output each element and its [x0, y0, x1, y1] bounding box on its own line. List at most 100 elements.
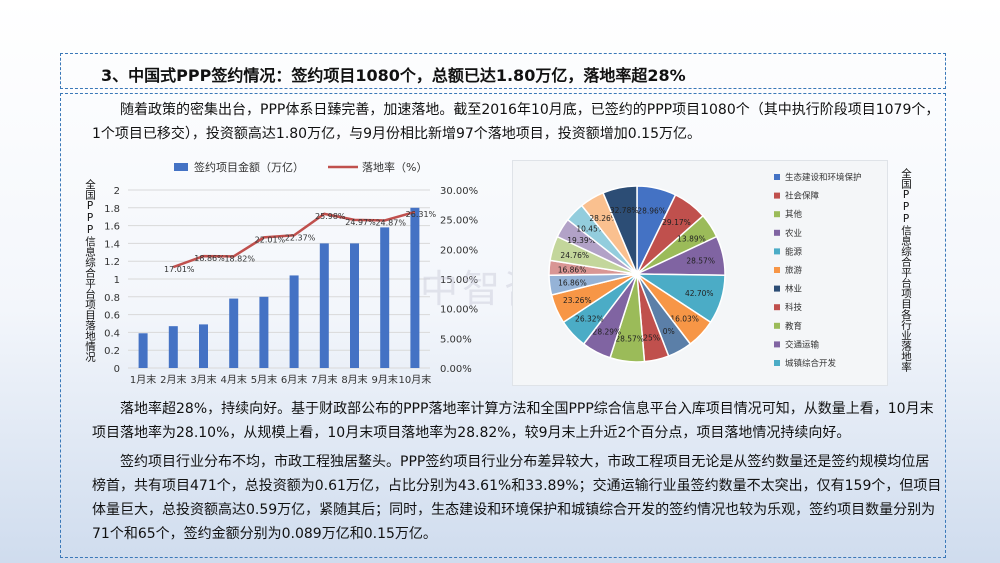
x-tick-label: 9月末: [372, 373, 398, 386]
legend-swatch: [774, 192, 780, 199]
bar: [168, 326, 178, 368]
data-label: 24.97%: [345, 218, 376, 227]
y-left-tick-label: 1.8: [104, 204, 120, 215]
legend-label: 能源: [785, 246, 803, 257]
y-right-tick-label: 20.00%: [440, 245, 478, 256]
bar: [350, 243, 359, 368]
legend-swatch: [774, 322, 780, 329]
paragraph-1: 随着政策的密集出台，PPP体系日臻完善，加速落地。截至2016年10月底，已签约…: [92, 102, 940, 142]
pie-data-label: 24.76%: [560, 251, 589, 260]
y-right-tick-label: 5.00%: [440, 334, 472, 345]
data-label: 22.37%: [285, 233, 316, 242]
pie-data-label: 42.70%: [685, 289, 714, 298]
legend-swatch: [774, 304, 780, 311]
pie-data-label: 29.17%: [662, 218, 691, 227]
legend-swatch: [774, 211, 780, 218]
bar: [229, 298, 239, 368]
pie-data-label: 10.45%: [576, 224, 605, 233]
legend-label: 社会保障: [785, 191, 820, 202]
data-label: 18.82%: [224, 254, 255, 263]
pie-slice: [602, 185, 638, 275]
x-tick-label: 5月末: [251, 373, 277, 386]
x-tick-label: 3月末: [190, 373, 216, 386]
x-tick-label: 4月末: [221, 373, 247, 386]
legend-label: 林业: [785, 284, 802, 295]
data-label: 22.01%: [255, 235, 286, 244]
legend-swatch: [774, 360, 780, 366]
y-left-tick-label: 1.4: [104, 239, 120, 250]
bar: [259, 296, 269, 368]
page-title: 3、中国式PPP签约情况：签约项目1080个，总额已达1.80万亿，落地率超28…: [101, 66, 686, 85]
legend-swatch: [774, 285, 780, 292]
legend-label: 旅游: [785, 265, 803, 276]
data-label: 24.87%: [375, 218, 406, 227]
pie-data-label: 28.57%: [686, 256, 715, 265]
y-left-tick-label: 1: [114, 275, 120, 286]
right-chart-vertical-title: 全国PPP信息综合平台项目各行业落地率: [900, 168, 912, 372]
content-box: [60, 93, 946, 558]
left-chart-vertical-title: 全国PPP信息综合平台项目落地情况: [84, 178, 96, 362]
pie-data-label: 19.39%: [567, 236, 596, 245]
pie-data-label: 0%: [663, 327, 675, 336]
combo-chart: 00.20.40.60.811.21.41.61.820.00%5.00%10.…: [104, 160, 478, 386]
paragraph-3: 签约项目行业分布不均，市政工程独居鳌头。PPP签约项目行业分布差异较大，市政工程…: [92, 454, 942, 542]
bar: [410, 207, 420, 368]
legend-bar-swatch: [174, 163, 188, 171]
legend-label: 其他: [785, 209, 803, 220]
bar: [319, 243, 329, 368]
y-right-tick-label: 30.00%: [440, 186, 478, 197]
legend-label: 城镇综合开发: [785, 358, 837, 369]
legend-label: 科技: [785, 302, 803, 313]
legend-swatch: [774, 267, 780, 273]
y-left-tick-label: 0.2: [104, 346, 120, 357]
y-left-tick-label: 1.6: [104, 222, 120, 233]
pie-data-label: 28.29%: [593, 328, 622, 337]
x-tick-label: 7月末: [311, 373, 337, 386]
y-left-tick-label: 1.2: [104, 257, 120, 268]
line-series: [172, 210, 416, 269]
x-tick-label: 2月末: [160, 373, 186, 386]
y-right-tick-label: 25.00%: [440, 216, 478, 227]
x-tick-label: 6月末: [281, 373, 307, 386]
x-tick-label: 1月末: [130, 373, 156, 386]
y-right-tick-label: 15.00%: [440, 275, 478, 286]
y-left-tick-label: 0.6: [104, 311, 120, 322]
data-label: 25.98%: [315, 212, 346, 221]
pie-data-label: 23.26%: [563, 296, 592, 305]
legend-label: 教育: [785, 321, 802, 332]
legend-label: 农业: [785, 228, 802, 239]
pie-data-label: 28.96%: [637, 207, 666, 216]
pie-chart: 28.96% 29.17% 13.89% 28.57% 42.70% 16.03% 0%25…: [548, 172, 862, 369]
y-right-tick-label: 0.00%: [440, 364, 472, 375]
legend-line-label: 落地率（%）: [362, 160, 427, 174]
pie-data-label: 16.86%: [558, 265, 587, 274]
y-right-tick-label: 10.00%: [440, 305, 478, 316]
y-left-tick-label: 0: [114, 364, 120, 375]
data-label: 26.31%: [406, 210, 437, 219]
legend-label: 交通运输: [785, 339, 820, 350]
pie-data-label: 32.78%: [610, 206, 639, 215]
data-label: 18.86%: [194, 254, 225, 263]
y-left-tick-label: 2: [114, 186, 120, 197]
legend-swatch: [774, 174, 780, 180]
pie-data-label: 16.86%: [558, 278, 587, 287]
pie-data-label: 28.57%: [615, 335, 644, 344]
y-left-tick-label: 0.4: [104, 328, 120, 339]
legend-bar-label: 签约项目金额（万亿）: [194, 160, 304, 174]
bar: [199, 324, 208, 368]
y-left-tick-label: 0.8: [104, 293, 120, 304]
title-box: 3、中国式PPP签约情况：签约项目1080个，总额已达1.80万亿，落地率超28…: [60, 53, 946, 89]
legend-swatch: [774, 341, 780, 348]
pie-data-label: 13.89%: [677, 234, 706, 243]
data-label: 17.01%: [164, 265, 195, 274]
bar: [380, 227, 390, 368]
legend-swatch: [774, 229, 780, 236]
pie-data-label: 16.03%: [670, 314, 699, 323]
legend-swatch: [774, 248, 780, 255]
paragraph-2: 落地率超28%，持续向好。基于财政部公布的PPP落地率计算方法和全国PPP综合信…: [92, 401, 934, 441]
pie-data-label: 25%: [643, 333, 660, 342]
pie-data-label: 28.26%: [589, 214, 618, 223]
pie-data-label: 26.32%: [575, 314, 604, 323]
bar: [138, 333, 148, 368]
bar: [289, 275, 299, 368]
